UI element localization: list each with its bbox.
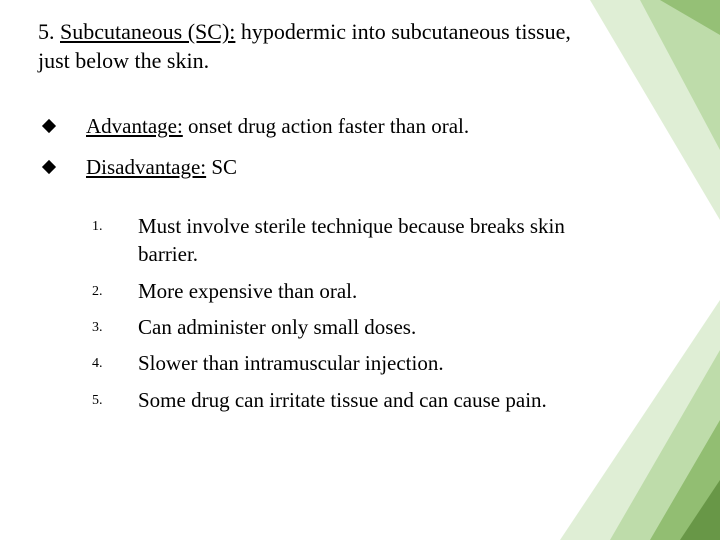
list-item: 1. Must involve sterile technique becaus… [92,212,572,269]
list-item: 4. Slower than intramuscular injection. [92,349,572,377]
bullet-rest: onset drug action faster than oral. [183,114,469,138]
item-number: 4. [92,355,108,374]
bullet-text: Disadvantage: SC [86,152,237,182]
bullet-rest: SC [206,155,237,179]
bullet-label: Disadvantage: [86,155,206,179]
item-text: More expensive than oral. [138,277,357,305]
slide: 5. Subcutaneous (SC): hypodermic into su… [0,0,720,540]
list-item: 5. Some drug can irritate tissue and can… [92,386,572,414]
slide-heading: 5. Subcutaneous (SC): hypodermic into su… [38,18,692,75]
numbered-list: 1. Must involve sterile technique becaus… [38,212,692,414]
diamond-icon [42,119,56,133]
item-text: Can administer only small doses. [138,313,416,341]
item-text: Slower than intramuscular injection. [138,349,444,377]
bullet-label: Advantage: [86,114,183,138]
bullet-list: Advantage: onset drug action faster than… [38,111,692,182]
heading-number: 5. [38,19,55,44]
list-item: 3. Can administer only small doses. [92,313,572,341]
item-number: 3. [92,319,108,338]
list-item: 2. More expensive than oral. [92,277,572,305]
bullet-text: Advantage: onset drug action faster than… [86,111,469,141]
item-text: Some drug can irritate tissue and can ca… [138,386,547,414]
heading-label: Subcutaneous (SC): [60,19,235,44]
item-number: 2. [92,283,108,302]
item-number: 1. [92,218,108,237]
item-text: Must involve sterile technique because b… [138,212,572,269]
item-number: 5. [92,392,108,411]
list-item: Disadvantage: SC [44,152,692,182]
diamond-icon [42,160,56,174]
list-item: Advantage: onset drug action faster than… [44,111,692,141]
